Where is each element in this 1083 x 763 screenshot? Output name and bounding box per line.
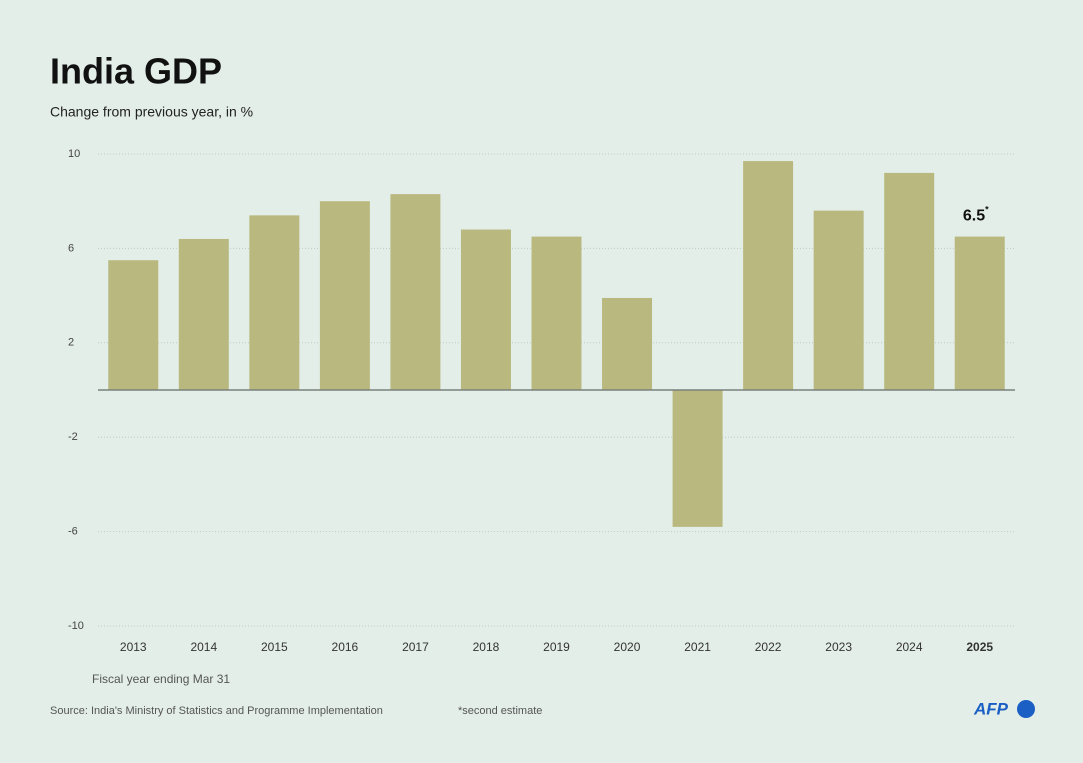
x-tick-label: 2018 [473,640,500,654]
x-tick-label: 2016 [332,640,359,654]
x-tick-label: 2021 [684,640,711,654]
credit-logo: AFP [973,699,1009,718]
x-tick-label: 2023 [825,640,852,654]
bar [743,161,794,390]
x-tick-label: 2017 [402,640,429,654]
bar [108,260,159,390]
bar [319,201,370,390]
bar [531,236,582,390]
x-tick-label: 2013 [120,640,147,654]
x-tick-label: 2022 [755,640,782,654]
bar [672,390,723,527]
y-tick-label: -2 [68,431,78,443]
chart-subtitle: Change from previous year, in % [50,104,253,120]
value-label-marker: * [985,205,989,215]
x-tick-label: 2025 [966,640,993,654]
y-tick-label: -6 [68,526,78,538]
x-tick-label: 2024 [896,640,923,654]
bar [249,215,300,390]
bar [390,194,441,390]
bar [602,297,653,390]
bar [460,229,511,390]
bar [884,172,935,390]
bar [954,236,1005,390]
x-tick-label: 2020 [614,640,641,654]
note: Fiscal year ending Mar 31 [92,672,230,686]
value-label-text: 6.5 [963,208,985,225]
y-tick-label: 10 [68,148,80,160]
footnote: *second estimate [458,705,542,717]
bar [178,238,229,390]
bar [813,210,864,390]
y-tick-label: 6 [68,242,74,254]
x-tick-label: 2014 [190,640,217,654]
chart-title: India GDP [50,51,222,92]
value-label: 6.5* [963,205,989,225]
y-tick-label: -10 [68,620,84,632]
x-tick-label: 2015 [261,640,288,654]
y-tick-label: 2 [68,337,74,349]
x-tick-label: 2019 [543,640,570,654]
source: Source: India's Ministry of Statistics a… [50,705,383,717]
logo-dot [1017,700,1035,718]
